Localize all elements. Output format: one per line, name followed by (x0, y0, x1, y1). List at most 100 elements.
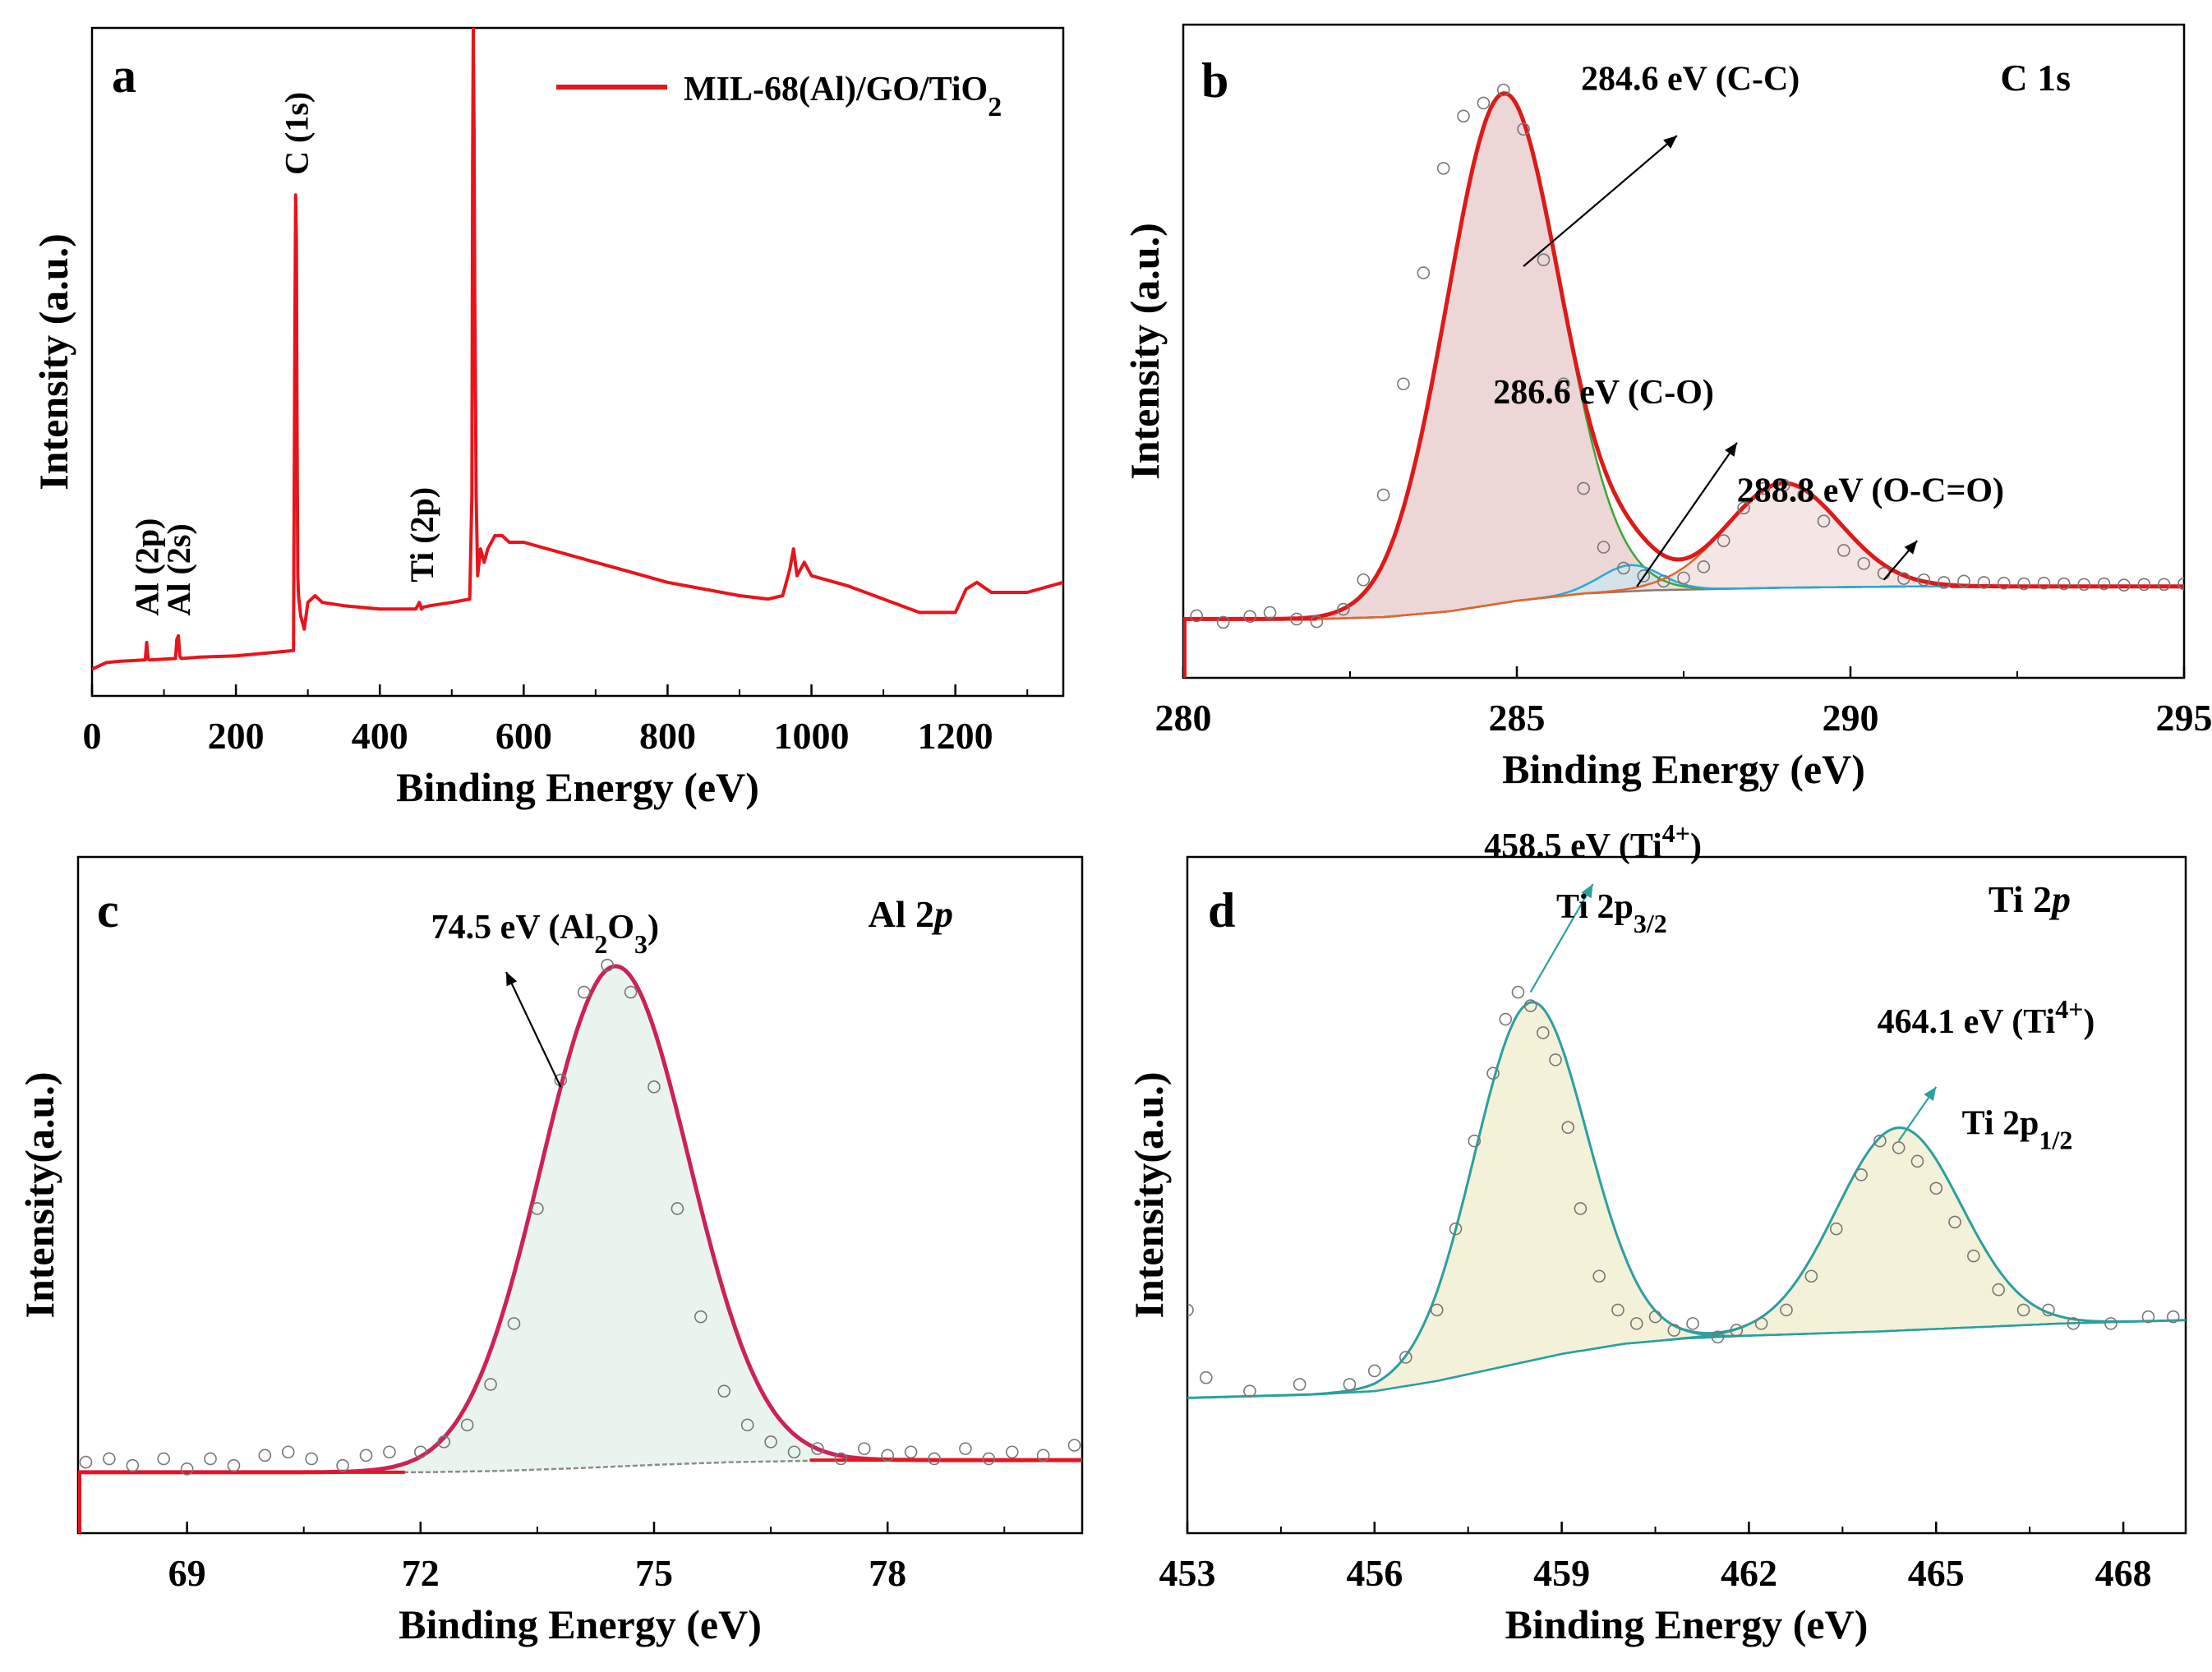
x-tick-label: 465 (1908, 1552, 1965, 1594)
annotation-arrowhead (506, 971, 518, 987)
x-tick-label: 290 (1823, 697, 1879, 739)
x-axis: 0 200 400 600 800 1000 1200 (83, 684, 1029, 757)
raw-data-point (1496, 83, 1510, 97)
annotation-text3: ) (2083, 1003, 2094, 1041)
raw-data-point (1517, 122, 1530, 136)
annotation-text: 464.1 eV (Ti (1878, 1003, 2056, 1041)
raw-data-point (1948, 1215, 1961, 1229)
peak-fit-line (1183, 92, 2184, 620)
raw-data-point (1263, 606, 1277, 620)
raw-data-point (1537, 1026, 1550, 1039)
peak-annotation: Ti 2p3/2 (1556, 888, 1667, 938)
raw-data-point (1397, 377, 1410, 391)
raw-data-point (928, 1452, 941, 1466)
raw-data-point (1574, 1202, 1588, 1215)
annotation-sup: 4+ (2055, 994, 2083, 1024)
raw-data-point (764, 1435, 777, 1449)
peak-fit-line (1187, 1126, 2186, 1399)
raw-data-point (1637, 569, 1651, 583)
x-axis-title: Binding Energy (eV) (399, 1601, 762, 1647)
raw-data-point (1857, 557, 1871, 570)
annotation-sub: 1/2 (2039, 1125, 2072, 1154)
y-axis-title: Intensity (a.u.) (30, 233, 76, 491)
panel-title: Ti 2p (1988, 878, 2071, 920)
annotation-arrowhead (1581, 883, 1593, 899)
peak-fill (1183, 483, 2184, 620)
raw-data-point (1937, 576, 1951, 589)
raw-data-point (1992, 1283, 2005, 1297)
raw-data-point (671, 1202, 684, 1215)
annotation-text3: ) (647, 909, 659, 947)
panel-c: 69 72 75 78 Binding Energy (eV) Intensity(a.u… (16, 855, 1084, 1647)
x-tick-label: 459 (1533, 1552, 1590, 1594)
raw-data-point (1523, 999, 1537, 1012)
raw-data-point (717, 1384, 731, 1398)
raw-data-point (1293, 1378, 1306, 1391)
raw-data-point (2157, 578, 2171, 592)
raw-data-point (2077, 578, 2090, 592)
annotation-text: 458.5 eV (Ti (1484, 827, 1662, 865)
raw-data-point (2118, 578, 2131, 592)
raw-data-point (2097, 577, 2111, 591)
x-tick-label: 1200 (918, 715, 993, 757)
raw-data-point (881, 1449, 894, 1462)
panel-letter: b (1201, 53, 1228, 108)
raw-data-point (1804, 1269, 1818, 1283)
envelope-line (1187, 1001, 2186, 1399)
raw-data-point (1617, 561, 1630, 575)
raw-data-point (1873, 1134, 1887, 1148)
annotation-sub: 2 (594, 929, 607, 959)
annotation-text3: ) (1690, 827, 1702, 865)
raw-data-point (1910, 1154, 1924, 1168)
raw-data-point (1343, 1378, 1357, 1391)
raw-data-point (787, 1445, 801, 1459)
raw-data-point (1777, 478, 1790, 492)
raw-data-point (1468, 1134, 1482, 1148)
raw-data-point (1187, 1303, 1194, 1317)
annotation-arrowhead (1663, 136, 1677, 149)
x-axis-title: Binding Energy (eV) (396, 764, 759, 810)
raw-data-point (437, 1435, 451, 1449)
raw-data-point (1399, 1351, 1412, 1364)
raw-data-point (1967, 1249, 1980, 1263)
raw-data-point (1457, 109, 1470, 123)
raw-data-point (1199, 1370, 1213, 1384)
annotation-text: 286.6 eV (C-O) (1493, 374, 1714, 412)
raw-data-point (1686, 1317, 1699, 1330)
raw-data-point (1537, 253, 1551, 267)
peak-label: C (1s) (279, 92, 316, 175)
x-tick-label: 800 (639, 715, 696, 757)
raw-data-point (1561, 1121, 1575, 1134)
raw-data-point (1449, 1222, 1463, 1236)
raw-data-point (1897, 572, 1910, 585)
raw-data-point (2137, 578, 2151, 592)
raw-data-point (79, 1455, 93, 1469)
raw-data-point (2177, 577, 2184, 591)
raw-data-point (2067, 1317, 2081, 1330)
raw-data-point (204, 1452, 217, 1466)
raw-data-point (811, 1442, 824, 1455)
raw-data-point (2017, 577, 2030, 591)
x-axis-title: Binding Energy (eV) (1502, 746, 1865, 792)
raw-data-point (1697, 560, 1711, 573)
plot-area (78, 958, 1082, 1533)
raw-data-point (1557, 377, 1570, 391)
plot-area (1187, 985, 2186, 1399)
annotation-sup: 4+ (1662, 818, 1690, 848)
raw-data-point (1486, 1066, 1500, 1080)
peak-label: Al (2s) (160, 523, 197, 615)
plot-frame (1186, 855, 2187, 1535)
peak-fit-line (1183, 481, 2184, 620)
x-tick-label: 453 (1159, 1552, 1216, 1594)
raw-data-point (1036, 1449, 1050, 1462)
raw-data-point (1837, 544, 1850, 557)
raw-data-point (1629, 1317, 1643, 1330)
raw-data-point (1977, 576, 1991, 589)
y-axis-title: Intensity (a.u.) (1122, 223, 1168, 480)
annotation-sub: 3/2 (1634, 909, 1667, 938)
annotation-arrow (1529, 883, 1594, 993)
raw-data-point (1997, 576, 2011, 590)
x-tick-label: 468 (2095, 1552, 2152, 1594)
panel-title-text: Al 2 (869, 893, 935, 935)
